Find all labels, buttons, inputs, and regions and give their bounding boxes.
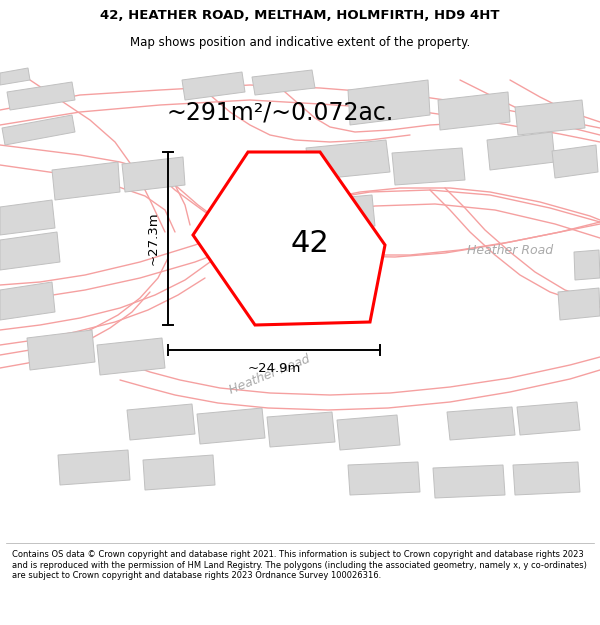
Polygon shape bbox=[27, 330, 95, 370]
Text: Map shows position and indicative extent of the property.: Map shows position and indicative extent… bbox=[130, 36, 470, 49]
Polygon shape bbox=[337, 415, 400, 450]
Polygon shape bbox=[143, 455, 215, 490]
Polygon shape bbox=[558, 288, 600, 320]
Polygon shape bbox=[267, 412, 335, 447]
Polygon shape bbox=[58, 450, 130, 485]
Polygon shape bbox=[447, 407, 515, 440]
Text: Heather Road: Heather Road bbox=[227, 353, 313, 397]
Text: ~291m²/~0.072ac.: ~291m²/~0.072ac. bbox=[166, 100, 394, 124]
Text: ~27.3m: ~27.3m bbox=[147, 212, 160, 265]
Polygon shape bbox=[348, 80, 430, 125]
Text: 42, HEATHER ROAD, MELTHAM, HOLMFIRTH, HD9 4HT: 42, HEATHER ROAD, MELTHAM, HOLMFIRTH, HD… bbox=[100, 9, 500, 22]
Polygon shape bbox=[302, 195, 375, 232]
Polygon shape bbox=[0, 200, 55, 235]
Polygon shape bbox=[348, 462, 420, 495]
Polygon shape bbox=[197, 408, 265, 444]
Polygon shape bbox=[252, 70, 315, 95]
Polygon shape bbox=[392, 148, 465, 185]
Text: Contains OS data © Crown copyright and database right 2021. This information is : Contains OS data © Crown copyright and d… bbox=[12, 550, 587, 580]
Polygon shape bbox=[515, 100, 585, 135]
Polygon shape bbox=[193, 152, 385, 325]
Polygon shape bbox=[222, 190, 295, 230]
Polygon shape bbox=[0, 282, 55, 320]
Text: Heather Road: Heather Road bbox=[467, 244, 553, 256]
Polygon shape bbox=[127, 404, 195, 440]
Polygon shape bbox=[433, 465, 505, 498]
Polygon shape bbox=[438, 92, 510, 130]
Polygon shape bbox=[487, 132, 555, 170]
Polygon shape bbox=[182, 72, 245, 100]
Polygon shape bbox=[513, 462, 580, 495]
Polygon shape bbox=[0, 232, 60, 270]
Polygon shape bbox=[0, 68, 30, 85]
Polygon shape bbox=[574, 250, 600, 280]
Polygon shape bbox=[97, 338, 165, 375]
Polygon shape bbox=[122, 157, 185, 192]
Text: ~24.9m: ~24.9m bbox=[247, 362, 301, 375]
Polygon shape bbox=[517, 402, 580, 435]
Polygon shape bbox=[52, 162, 120, 200]
Polygon shape bbox=[306, 140, 390, 180]
Text: 42: 42 bbox=[291, 229, 329, 258]
Polygon shape bbox=[7, 82, 75, 110]
Polygon shape bbox=[2, 115, 75, 145]
Polygon shape bbox=[552, 145, 598, 178]
